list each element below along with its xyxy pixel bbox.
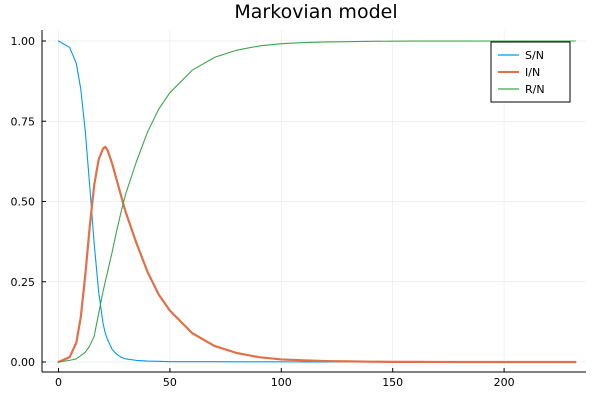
tick-labels: 0 50 100 150 200 0.00 0.25 0.50 0.75 1.00 xyxy=(11,35,515,389)
legend-label: S/N xyxy=(525,49,544,62)
y-tick-label: 0.00 xyxy=(11,356,36,369)
x-tick-label: 150 xyxy=(382,376,403,389)
x-tick-label: 100 xyxy=(271,376,292,389)
y-tick-label: 0.50 xyxy=(11,196,36,209)
y-tick-label: 0.25 xyxy=(11,276,36,289)
y-tick-label: 0.75 xyxy=(11,115,36,128)
plot-series xyxy=(57,40,577,364)
series-line-r-n xyxy=(57,40,576,363)
series-line-i-n xyxy=(57,145,577,364)
chart-title: Markovian model xyxy=(234,1,397,23)
legend-label: R/N xyxy=(525,83,545,96)
x-tick-label: 200 xyxy=(494,376,515,389)
y-tick-label: 1.00 xyxy=(11,35,36,48)
legend-label: I/N xyxy=(525,66,540,79)
axes xyxy=(41,30,586,373)
x-tick-label: 0 xyxy=(55,376,62,389)
legend: S/N I/N R/N xyxy=(490,41,571,103)
x-tick-label: 50 xyxy=(163,376,177,389)
